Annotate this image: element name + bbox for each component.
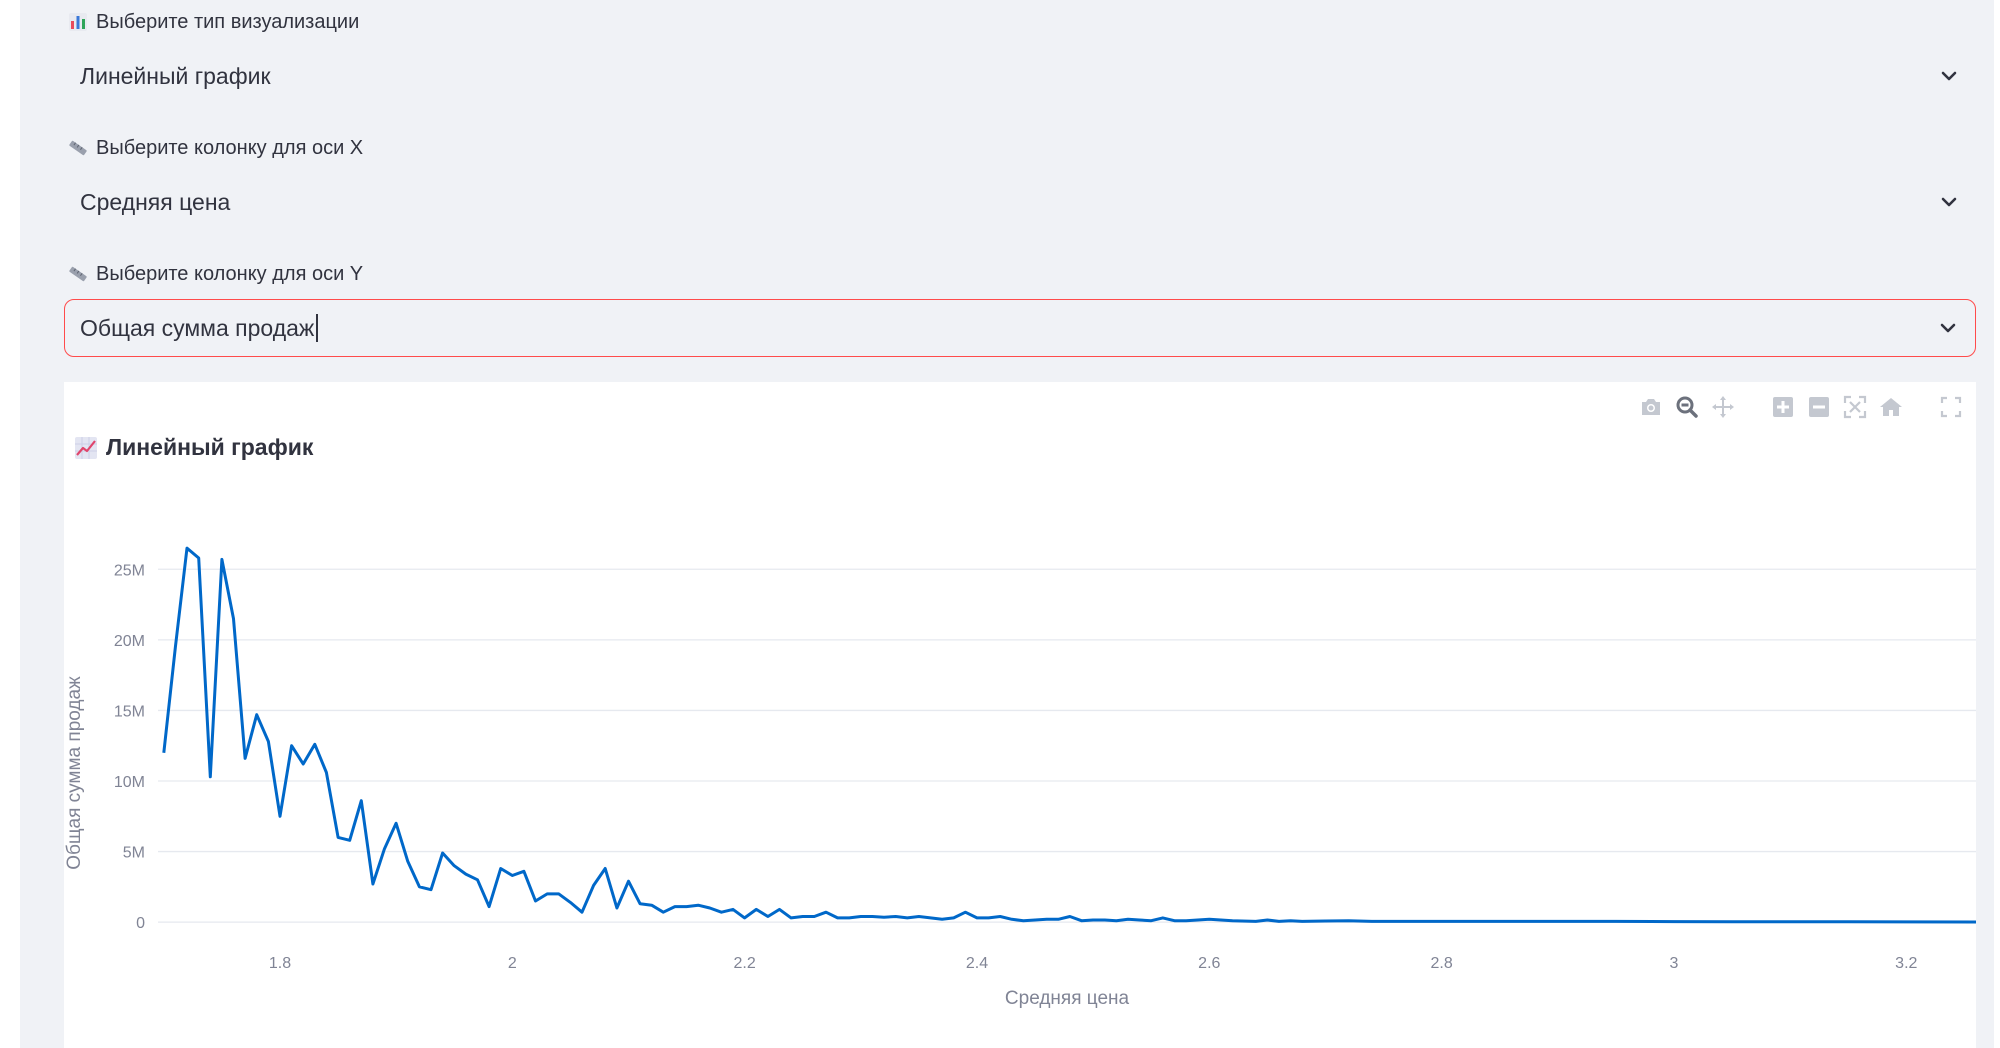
- x-tick-label: 3.2: [1895, 955, 1917, 972]
- y-axis-label-text: Выберите колонку для оси Y: [96, 262, 364, 285]
- bar-chart-emoji-icon: [69, 13, 87, 31]
- x-axis-label-text: Выберите колонку для оси X: [96, 136, 364, 159]
- viz-type-select[interactable]: Линейный график: [64, 47, 1976, 105]
- chart-title-text: Линейный график: [106, 434, 314, 460]
- pan-icon[interactable]: [1710, 394, 1736, 420]
- text-cursor: [316, 314, 319, 342]
- modebar: [1638, 394, 1964, 420]
- y-tick-label: 5M: [123, 845, 145, 862]
- y-tick-label: 20M: [114, 633, 145, 650]
- fullscreen-icon[interactable]: [1938, 394, 1964, 420]
- chevron-down-icon: [1941, 197, 1957, 207]
- y-tick-label: 15M: [114, 703, 145, 720]
- zoom-out-icon[interactable]: [1806, 394, 1832, 420]
- chevron-down-icon: [1940, 323, 1956, 333]
- zoom-in-icon[interactable]: [1770, 394, 1796, 420]
- ruler-emoji-icon: [69, 140, 87, 156]
- x-tick-label: 2.4: [966, 955, 988, 972]
- x-tick-label: 2.6: [1198, 955, 1220, 972]
- x-axis-label: Выберите колонку для оси X: [68, 135, 363, 161]
- x-tick-label: 2.8: [1431, 955, 1453, 972]
- series-line: [162, 546, 1976, 924]
- zoom-icon[interactable]: [1674, 394, 1700, 420]
- y-axis-value-wrap: Общая сумма продаж: [80, 314, 319, 342]
- chart-increasing-emoji-icon: [75, 436, 97, 459]
- line-chart: 0 5M 10M 15M 20M 25M 1.8 2 2.2 2.4 2.6 2.8 3 3.2 Сре…: [64, 546, 1976, 1009]
- y-tick-labels: 0 5M 10M 15M 20M 25M: [114, 562, 145, 932]
- x-tick-label: 1.8: [269, 955, 291, 972]
- x-axis-select[interactable]: Средняя цена: [64, 173, 1976, 231]
- main-panel: Выберите тип визуализации Линейный графи…: [20, 0, 1994, 1048]
- viz-type-label-text: Выберите тип визуализации: [96, 10, 360, 33]
- y-axis-value: Общая сумма продаж: [80, 314, 315, 341]
- autoscale-icon[interactable]: [1842, 394, 1868, 420]
- x-axis-value: Средняя цена: [80, 188, 231, 215]
- camera-icon[interactable]: [1638, 394, 1664, 420]
- y-tick-label: 10M: [114, 774, 145, 791]
- y-tick-label: 0: [136, 915, 145, 932]
- x-tick-label: 2: [508, 955, 517, 972]
- reset-axes-icon[interactable]: [1878, 394, 1904, 420]
- y-axis-select[interactable]: Общая сумма продаж: [64, 299, 1976, 357]
- chart-title: Линейный график: [74, 434, 313, 461]
- x-tick-label: 2.2: [734, 955, 756, 972]
- chevron-down-icon: [1941, 71, 1957, 81]
- viz-type-value: Линейный график: [80, 62, 271, 89]
- y-axis-label: Выберите колонку для оси Y: [68, 261, 363, 287]
- ruler-emoji-icon: [69, 266, 87, 282]
- x-tick-labels: 1.8 2 2.2 2.4 2.6 2.8 3 3.2: [269, 955, 1918, 972]
- viz-type-label: Выберите тип визуализации: [68, 9, 359, 35]
- chart-card: Линейный график 0 5M 10M 15M 20M 25M 1.8 2 2.2 2…: [64, 382, 1976, 1048]
- x-tick-label: 3: [1670, 955, 1679, 972]
- grid-lines: [158, 568, 1976, 923]
- x-axis-title: Средняя цена: [1005, 988, 1130, 1009]
- y-axis-title: Общая сумма продаж: [64, 676, 85, 870]
- y-tick-label: 25M: [114, 562, 145, 579]
